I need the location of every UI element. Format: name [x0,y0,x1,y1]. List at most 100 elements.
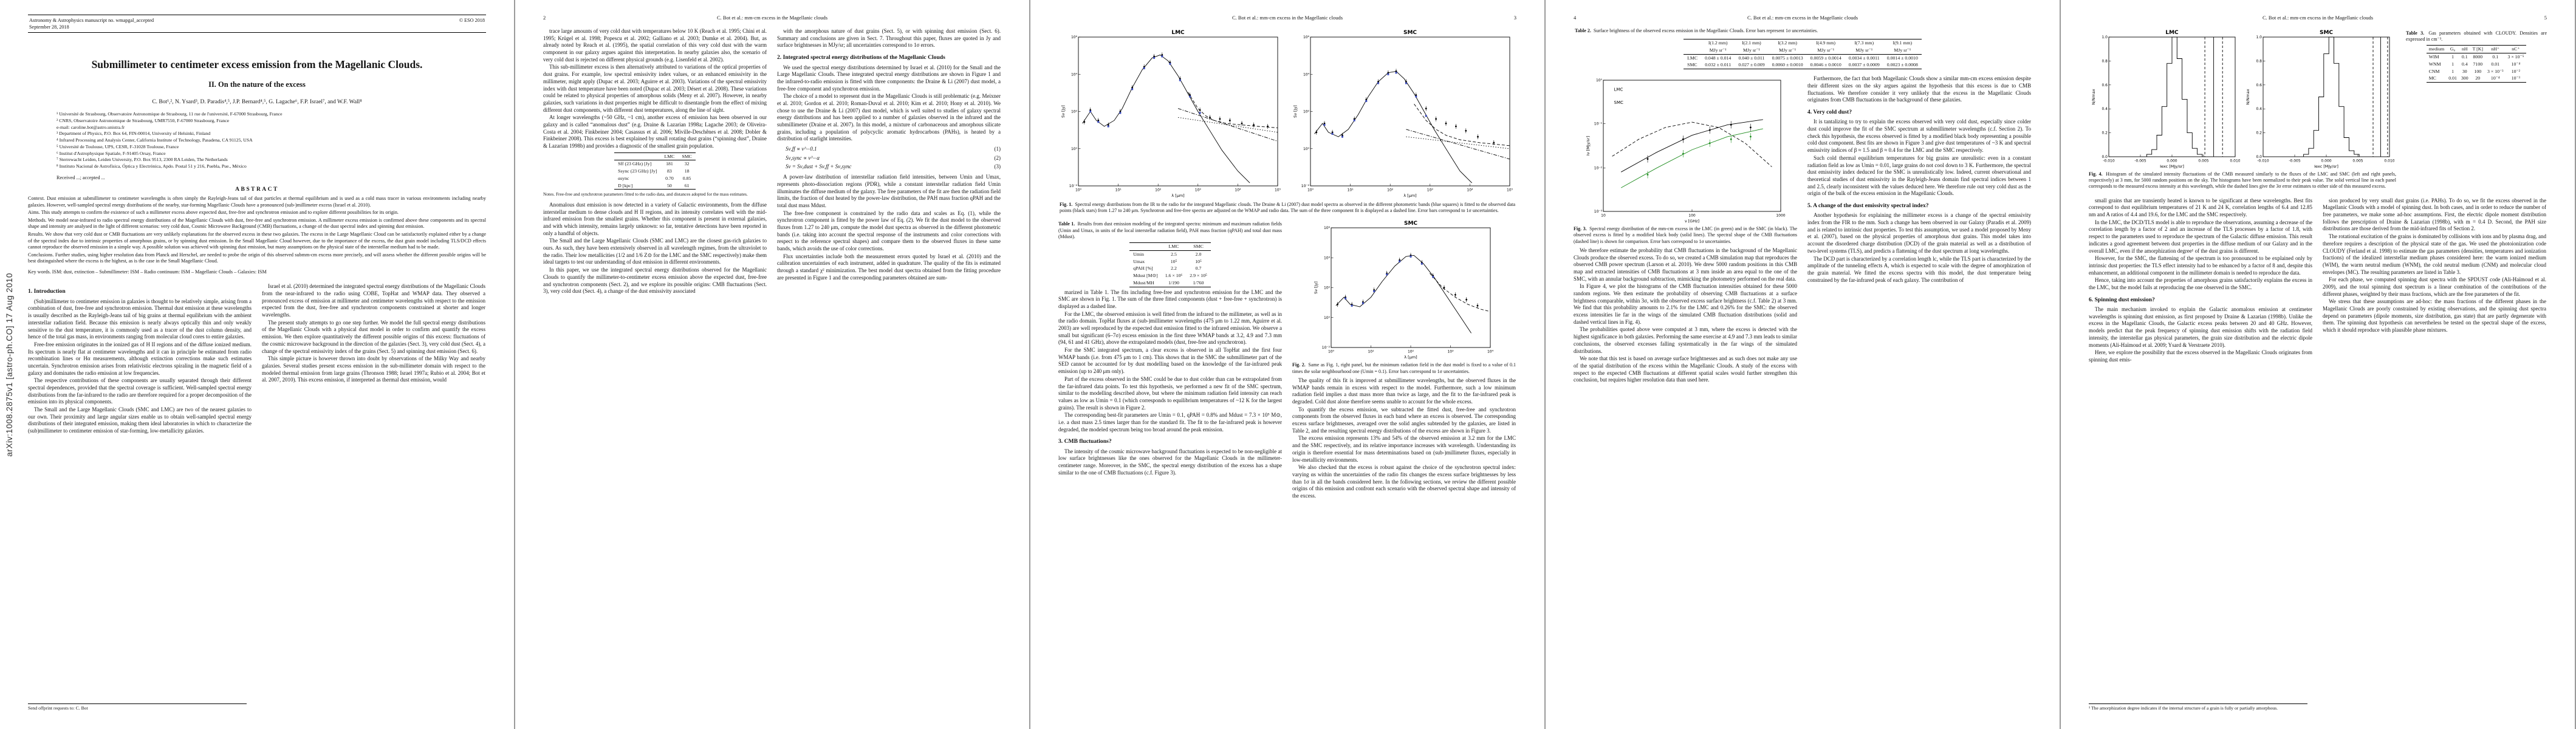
table-cell: 0.0059 ± 0.0014 [1810,55,1841,61]
svg-text:Sν [Jy]: Sν [Jy] [1061,105,1066,118]
fit-parameters-table: LMC SMC Sff (23 GHz) [Jy] 181 32 Ssync (23 GH… [614,152,696,190]
svg-text:1.0: 1.0 [2256,35,2262,39]
table-cell: 30 [2462,68,2467,74]
svg-text:0.4: 0.4 [2256,107,2262,111]
paragraph-block: The main mechanism invoked to explain th… [2089,306,2312,364]
svg-text:0.8: 0.8 [2102,59,2108,63]
paragraph-block: We therefore estimate the probability th… [1574,247,1797,384]
svg-text:SMC: SMC [1403,30,1417,36]
table-cell: LMC [1161,242,1187,251]
svg-text:10¹: 10¹ [1115,188,1122,193]
table-cell: 0.1 [2461,54,2468,60]
section-heading-6: 6. Spinning dust emission? [2089,296,2155,303]
paragraph-block: (Sub)millimeter to centimeter emission i… [28,298,252,435]
page-5: C. Bot et al.: mm-cm excess in the Magel… [2061,0,2575,729]
paragraph: Hence, taking into account the propertie… [2089,277,2312,290]
figure-1-caption: Fig. 1. Spectral energy distributions fr… [1060,202,1515,214]
table-cell: I(9.1 mm) [1883,39,1922,47]
table-1-caption: Table 1. Results from dust emission mode… [1058,221,1282,240]
table-cell: nC⁺ [2505,45,2526,54]
affiliation-line: ¹ Université de Strasbourg, Observatoire… [57,111,283,117]
equation-number: (1) [994,146,1001,152]
paragraph: We stress that these assumptions are ad-… [2323,298,2546,334]
svg-text:0.0: 0.0 [2102,155,2108,159]
running-title: C. Bot et al.: mm-cm excess in the Magel… [2263,15,2373,21]
affiliation-line: ³ Department of Physics, P.O. Box 64, FI… [57,131,211,137]
svg-text:0.010: 0.010 [2384,159,2394,163]
svg-text:10⁴: 10⁴ [1303,72,1310,77]
two-column-body: 1. Introduction (Sub)millimeter to centi… [28,283,486,436]
paragraph-block: small grains that are transiently heated… [2089,197,2312,292]
table-cell: 0.027 ± 0.009 [1738,62,1765,68]
paragraph: In this paper, we use the integrated spe… [543,267,767,295]
paragraph: However, for the SMC, the flattening of … [2089,255,2312,276]
table-cell: MJy sr⁻¹ [1806,46,1845,55]
paragraph: The rotational excitation of the grains … [2323,233,2546,275]
svg-text:10⁻³: 10⁻³ [1594,210,1603,214]
table-cell: 0.048 ± 0.014 [1705,55,1732,61]
svg-text:10⁴: 10⁴ [1487,350,1494,354]
paragraph: Part of the excess observed in the SMC c… [1058,375,1282,411]
caption-text: Spectral energy distribution of the mm-c… [1574,226,1798,244]
caption-label: Fig. 4. [2089,171,2103,177]
paper-subtitle: II. On the nature of the excess [208,80,306,89]
paragraph-block: It is tantalizing to try to explain the … [1807,118,2031,197]
equation-body: Sν,ff ∝ ν^−0.1 [786,146,817,152]
table-cell: 61 [684,182,690,188]
affiliation-line: ² CNRS, Observatoire Astronomique de Str… [57,117,230,123]
svg-text:0.2: 0.2 [2256,131,2262,135]
column-right: sion produced by very small dust grains … [2323,197,2546,364]
figure-3-caption: Fig. 3. Spectral energy distribution of … [1574,226,1797,245]
column-right: Furthermore, the fact that both Magellan… [1807,75,2031,385]
svg-text:Iν [MJy/sr]: Iν [MJy/sr] [1586,136,1591,156]
svg-text:0.8: 0.8 [2256,59,2262,63]
section-heading-4: 4. Very cold dust? [1807,108,1852,115]
paragraph: The corresponding best-fit parameters ar… [1058,412,1282,433]
table-cell: 0.040 ± 0.011 [1738,55,1765,61]
table-cell: I(2.1 mm) [1735,39,1769,47]
table-cell: LMC [1687,55,1698,61]
svg-text:Iexc [MJy/sr]: Iexc [MJy/sr] [2314,164,2338,169]
table-cell: 10⁵ [1195,258,1202,264]
table-3: medium G₀ nH T [K] nH⁺ nC⁺ WIM 1 0.1 8000 0.1 3 × 1… [2427,45,2526,83]
table-cell: 7100 [2473,61,2483,67]
table-cell: WNM [2428,61,2441,67]
table-cell: Mdust/MH [1133,279,1154,286]
paragraph-block: We used the spectral energy distribution… [777,64,1001,143]
table-cell: T [K] [2470,45,2485,54]
table-cell: CNM [2428,68,2440,74]
caption-label: Fig. 1. [1060,202,1073,207]
paragraph: We also checked that the excess is robus… [1292,464,1516,499]
svg-text:-0.005: -0.005 [2289,159,2301,163]
table-cell: 0.032 ± 0.011 [1705,62,1732,68]
table-cell: I(4.9 mm) [1806,39,1845,47]
caption-text: Gas parameters obtained with CLOUDY. Den… [2406,30,2547,43]
paragraph-block: Another hypothesis for explaining the mi… [1807,212,2031,284]
affiliations: ¹ Université de Strasbourg, Observatoire… [57,111,457,170]
running-title: C. Bot et al.: mm-cm excess in the Magel… [1747,15,1858,21]
paragraph: Another hypothesis for explaining the mi… [1807,212,2031,254]
table-cell: G₀ [2446,45,2459,54]
equation-number: (3) [994,163,1001,170]
table-cell: 0.0014 ± 0.0010 [1886,55,1918,61]
table-cell: 1/190 [1168,279,1179,286]
arxiv-stamp: arXiv:1008.2875v1 [astro-ph.CO] 17 Aug 2… [0,0,18,729]
caption-label: Table 1. [1058,221,1075,227]
svg-text:0.010: 0.010 [2230,159,2240,163]
paper-title: Submillimeter to centimeter excess emiss… [91,58,423,71]
table-cell: 1 [2451,61,2454,67]
paragraph: This sub-millimeter excess is then alter… [543,64,767,113]
paragraph: The probabilities quoted above were comp… [1574,326,1797,354]
table-cell: MC [2428,75,2436,81]
table-cell: Sff (23 GHz) [Jy] [618,161,652,167]
svg-text:1000: 1000 [1776,214,1785,218]
running-header: 4 C. Bot et al.: mm-cm excess in the Mag… [1574,15,2032,21]
table-cell: 20 [2475,75,2481,81]
svg-text:N/Nmax: N/Nmax [2091,89,2096,104]
table-cell [1684,39,1702,47]
paragraph-block: Anomalous dust emission is now detected … [543,202,767,295]
table-cell: 0.70 [665,175,674,181]
table-notes: Notes. Free-free and synchrotron paramet… [543,191,748,197]
column-left: 10 100 1000 10⁻³ 10⁻² 10⁻¹ 10⁰ ν [GHz] Iν [MJy/s… [1574,75,1797,385]
section-heading-3: 3. CMB fluctuations? [1058,438,1112,445]
